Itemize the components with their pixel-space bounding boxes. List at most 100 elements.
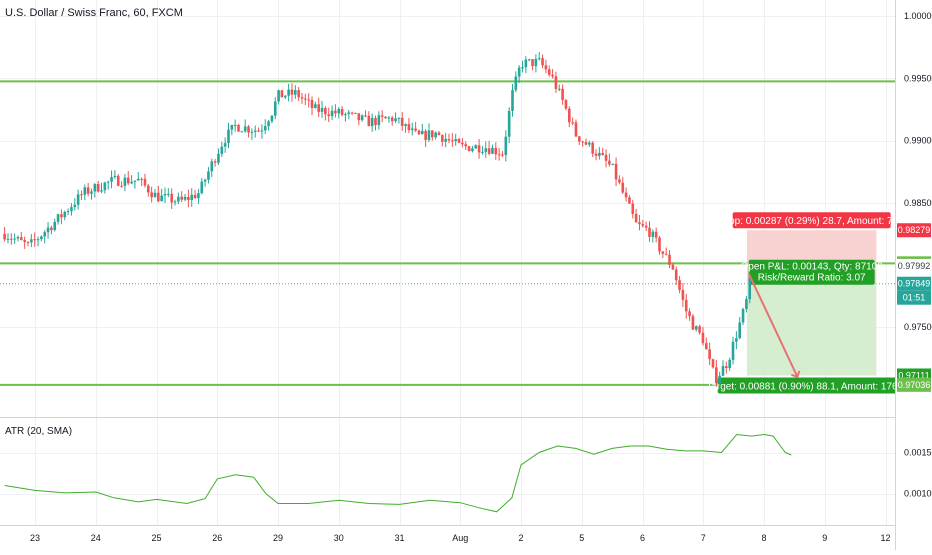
price-axis-bg	[896, 0, 932, 550]
candle-body	[584, 141, 588, 145]
candle-body	[447, 138, 451, 141]
stop-label: Stop: 0.00287 (0.29%) 28.7, Amount: 750	[720, 212, 904, 229]
candle-body	[83, 187, 87, 195]
candle-body	[651, 231, 655, 237]
target-zone[interactable]	[746, 283, 877, 376]
candle-body	[444, 138, 447, 142]
target-price-label: 0.97111	[898, 370, 929, 380]
candle-body	[718, 375, 721, 384]
candle-body	[678, 280, 681, 290]
candle-body	[177, 196, 180, 202]
candle-body	[36, 239, 40, 241]
countdown-bg	[897, 290, 931, 305]
arrow-line[interactable]	[747, 273, 799, 378]
candle-body	[741, 308, 745, 323]
candle-body	[731, 341, 735, 360]
candle-body	[397, 117, 401, 119]
candle-body	[53, 221, 57, 231]
candle-body	[337, 109, 341, 114]
candle-body	[223, 143, 227, 147]
candle-body	[146, 185, 150, 193]
candle-body	[140, 178, 143, 180]
candle-body	[40, 236, 43, 240]
candle-body	[451, 140, 454, 142]
candle-body	[243, 126, 247, 132]
time-axis[interactable]: 23 24 25 26 29 30 31 Aug 2 5 6 7 8 9 12	[30, 533, 891, 543]
candle-body	[193, 194, 197, 199]
candle-body	[167, 193, 170, 195]
candle-body	[551, 74, 554, 77]
candle-body	[247, 126, 250, 133]
candle-body	[638, 222, 641, 225]
candle-body	[250, 131, 254, 133]
candle-body	[547, 69, 551, 75]
candle-body	[207, 171, 210, 180]
target-label-box	[717, 377, 906, 394]
candle-body	[634, 213, 638, 223]
candle-body	[290, 89, 294, 95]
candle-body	[390, 117, 394, 122]
candle-body	[414, 128, 417, 131]
candle-body	[738, 322, 741, 339]
last-price-label-bg	[897, 258, 931, 273]
candle-body	[157, 192, 160, 202]
candle-body	[200, 181, 204, 194]
candle-body	[684, 299, 688, 312]
candle-body	[270, 115, 274, 122]
stop-label-box	[732, 212, 891, 229]
candle-body	[715, 367, 718, 384]
rr-label-text: Risk/Reward Ratio: 3.07	[758, 273, 866, 284]
atr-line[interactable]	[4, 433, 792, 513]
candle-body	[748, 277, 752, 300]
candle-body	[80, 194, 83, 196]
short-position-tool[interactable]: Stop: 0.00287 (0.29%) 28.7, Amount: 750 O…	[706, 212, 917, 394]
candle-body	[394, 118, 397, 122]
time-tick-label: 23	[30, 533, 40, 543]
candle-body	[170, 193, 173, 203]
candle-body	[691, 316, 695, 330]
candle-body	[464, 144, 468, 147]
candle-body	[23, 240, 26, 243]
candle-body	[628, 197, 631, 204]
candle-body	[441, 135, 444, 142]
candle-body	[497, 154, 501, 156]
candle-body	[273, 101, 277, 116]
candle-body	[664, 253, 668, 255]
candle-body	[434, 132, 437, 138]
candle-body	[494, 147, 498, 155]
candle-body	[150, 192, 153, 198]
candle-body	[588, 142, 591, 145]
projection-arrow[interactable]	[747, 273, 801, 379]
candle-body	[601, 152, 605, 155]
candle-body	[3, 233, 6, 240]
time-tick-label: 12	[880, 533, 890, 543]
candle-body	[123, 177, 127, 186]
candle-body	[110, 177, 113, 182]
candle-body	[327, 114, 331, 117]
arrow-head	[791, 370, 801, 379]
candle-body	[420, 130, 424, 135]
candle-body	[461, 142, 464, 145]
candle-body	[370, 117, 374, 127]
support-level-price-label-bg	[897, 377, 931, 392]
time-tick-label: 30	[334, 533, 344, 543]
candles	[3, 52, 752, 390]
candle-body	[537, 58, 541, 60]
candle-body	[674, 269, 678, 281]
candle-body	[190, 194, 194, 200]
atr-pane[interactable]	[4, 433, 792, 513]
candle-body	[120, 185, 123, 187]
candle-body	[96, 183, 100, 192]
candle-body	[93, 183, 97, 192]
candle-body	[507, 110, 511, 137]
candle-body	[350, 112, 354, 114]
candle-body	[103, 182, 107, 191]
candle-body	[297, 90, 300, 98]
horizontal-levels[interactable]	[0, 80, 895, 386]
candle-body	[320, 107, 324, 112]
